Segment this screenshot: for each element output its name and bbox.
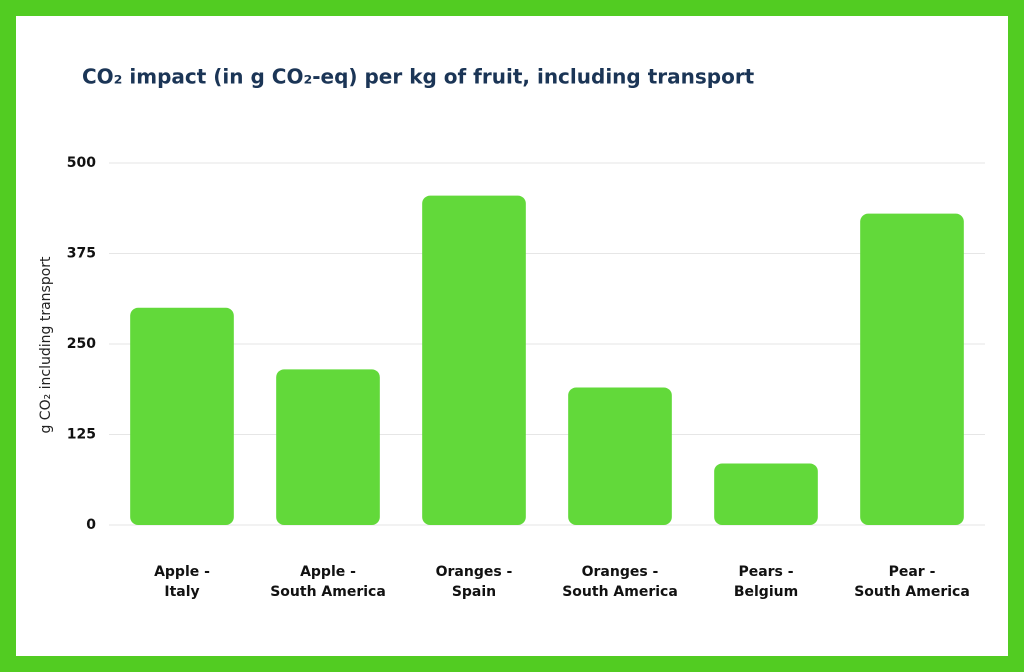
bar bbox=[422, 195, 526, 525]
chart-title: CO₂ impact (in g CO₂-eq) per kg of fruit… bbox=[82, 65, 755, 89]
bar bbox=[714, 463, 818, 525]
x-tick-label: Oranges - bbox=[582, 564, 659, 580]
x-tick-label: South America bbox=[854, 584, 970, 600]
x-tick-label: Apple - bbox=[300, 564, 356, 580]
y-axis-label: g CO₂ including transport bbox=[38, 256, 54, 434]
x-tick-label: Oranges - bbox=[436, 564, 513, 580]
y-tick-label: 375 bbox=[67, 246, 96, 262]
x-tick-label: Belgium bbox=[734, 584, 798, 600]
bar bbox=[276, 369, 380, 525]
bar bbox=[568, 387, 672, 525]
y-tick-label: 0 bbox=[86, 517, 96, 533]
y-tick-label: 125 bbox=[67, 427, 96, 443]
y-tick-label: 500 bbox=[67, 155, 96, 171]
x-tick-label: Pear - bbox=[889, 564, 936, 580]
bar bbox=[130, 307, 234, 525]
bar bbox=[860, 213, 964, 525]
y-tick-label: 250 bbox=[67, 336, 96, 352]
x-tick-label: South America bbox=[270, 584, 386, 600]
x-tick-label: Pears - bbox=[738, 564, 793, 580]
x-tick-label: South America bbox=[562, 584, 678, 600]
x-tick-label: Apple - bbox=[154, 564, 210, 580]
x-tick-label: Italy bbox=[164, 584, 199, 600]
x-tick-label: Spain bbox=[452, 584, 496, 600]
